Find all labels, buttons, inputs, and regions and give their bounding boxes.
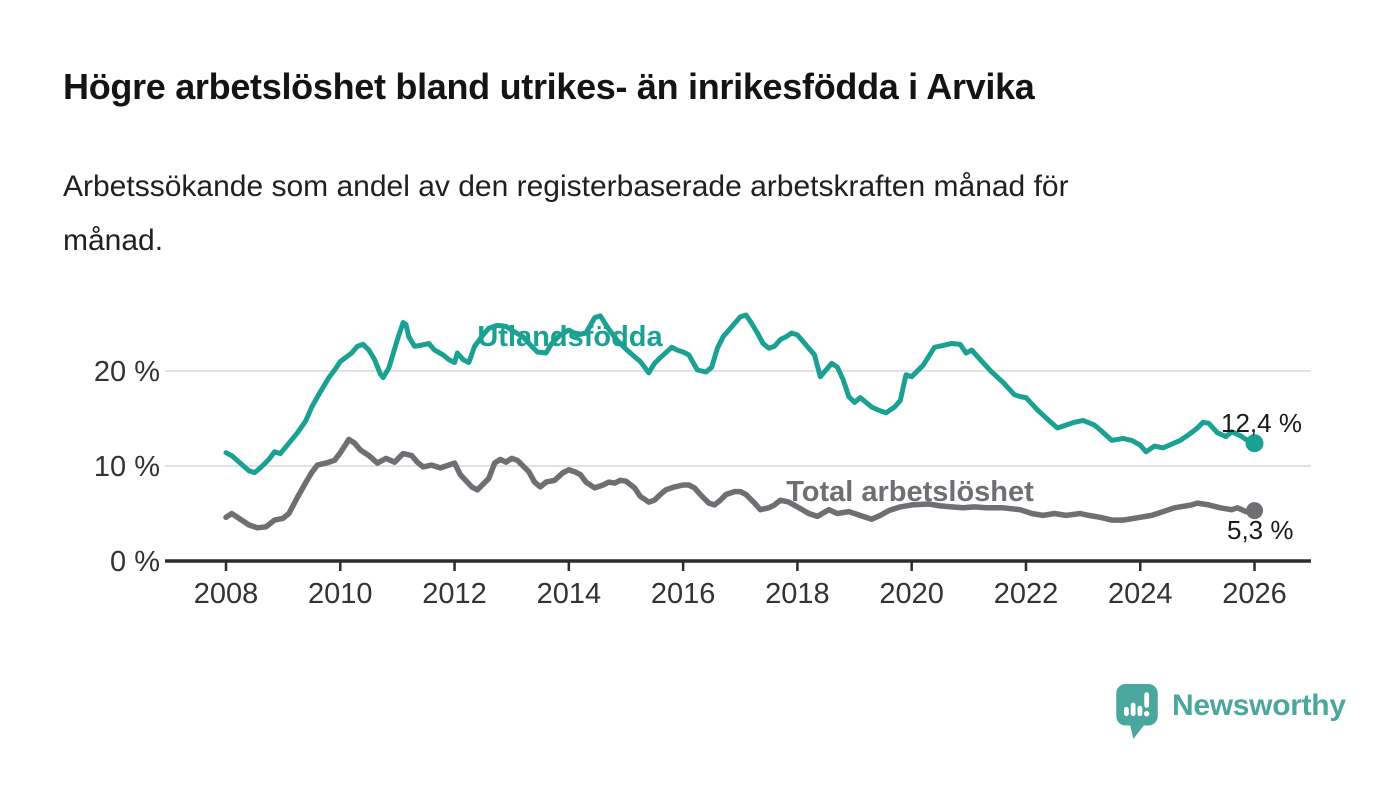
x-tick-label-2024: 2024 [1108,578,1173,610]
series-line-utlandsfodda [223,312,1257,476]
y-tick-label-0: 0 % [110,546,160,578]
x-tick-label-2022: 2022 [994,578,1059,610]
y-tick-label-10: 10 % [94,451,160,483]
end-value-utlandsfodda: 12,4 % [1221,408,1302,438]
page-title: Högre arbetslöshet bland utrikes- än inr… [63,66,1035,107]
x-tick-label-2012: 2012 [422,578,487,610]
series-end-dot-total [1246,502,1264,520]
y-tick-label-20: 20 % [94,356,160,388]
series-line-total [223,436,1258,531]
chart-subtitle: Arbetssökande som andel av den registerb… [63,170,1069,257]
series-label-total: Total arbetslöshet [786,476,1034,508]
x-tick-label-2010: 2010 [308,578,373,610]
x-tick-label-2014: 2014 [537,578,602,610]
series-end-dot-utlandsfodda [1245,434,1264,453]
newsworthy-logo: Newsworthy [1116,684,1346,740]
x-tick-label-2008: 2008 [194,578,259,610]
x-tick-label-2016: 2016 [651,578,716,610]
x-tick-label-2018: 2018 [765,578,830,610]
series-label-utlandsfodda: Utlandsfödda [477,321,663,353]
bar-chart-icon [1124,692,1150,717]
speech-bubble-shape [1116,684,1158,739]
newsworthy-logo-icon [1116,684,1158,739]
newsworthy-wordmark: Newsworthy [1172,689,1346,722]
x-tick-label-2026: 2026 [1222,578,1287,610]
end-value-total: 5,3 % [1227,515,1294,545]
x-tick-label-2020: 2020 [879,578,944,610]
